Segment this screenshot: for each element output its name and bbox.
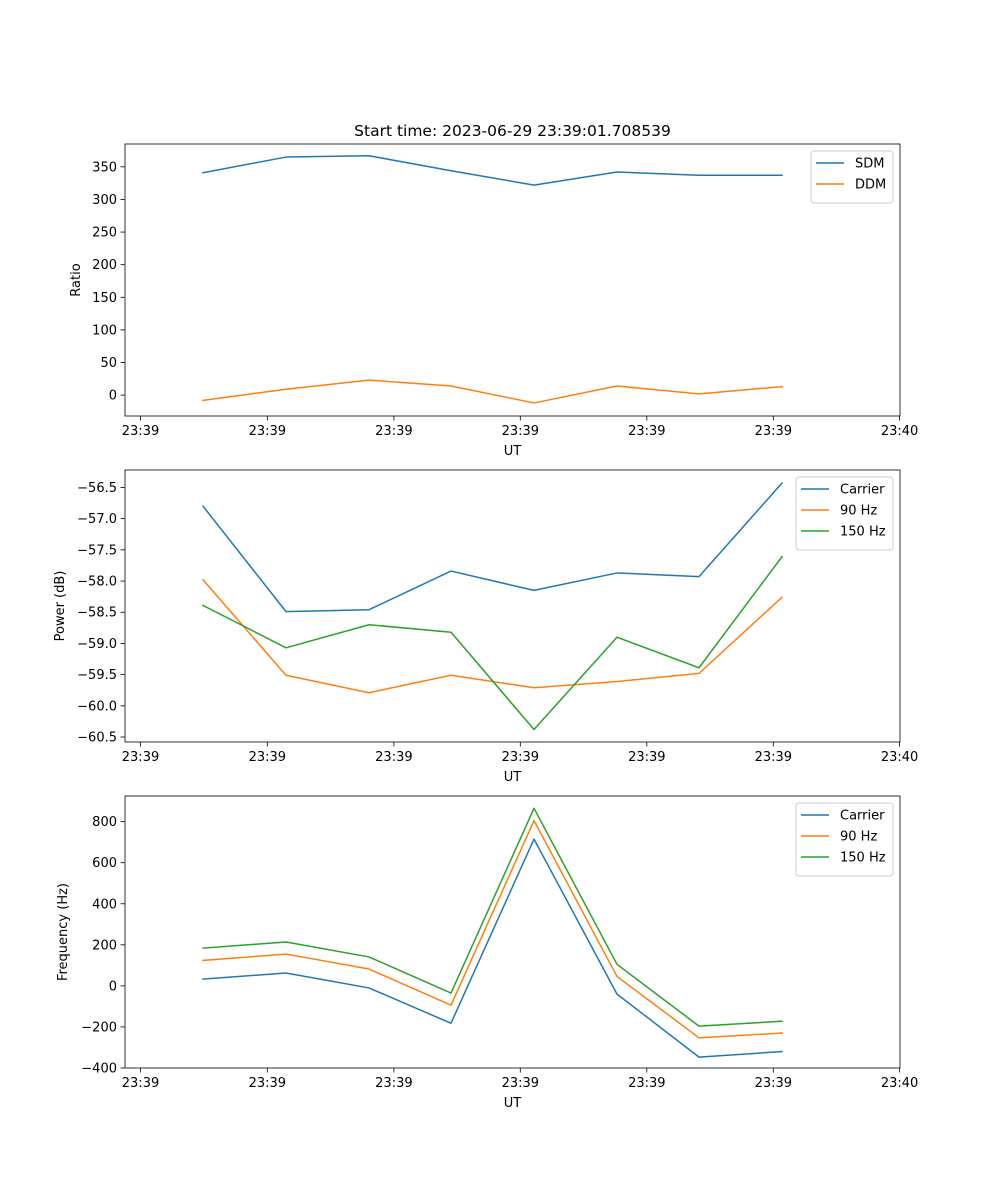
legend-label: SDM bbox=[855, 157, 884, 172]
x-tick-label: 23:39 bbox=[628, 424, 665, 439]
x-tick-label: 23:39 bbox=[375, 750, 412, 765]
y-tick-label: −60.5 bbox=[77, 731, 117, 746]
legend-label: DDM bbox=[855, 178, 886, 193]
axes-frame bbox=[124, 795, 901, 1069]
legend-label: Carrier bbox=[840, 809, 885, 824]
axes-frame bbox=[124, 143, 901, 417]
x-tick-label: 23:39 bbox=[502, 424, 539, 439]
y-tick-label: 400 bbox=[92, 897, 117, 912]
x-tick-label: 23:40 bbox=[881, 750, 918, 765]
x-tick-label: 23:39 bbox=[375, 1076, 412, 1091]
y-tick-label: 0 bbox=[109, 979, 117, 994]
x-tick-label: 23:39 bbox=[502, 1076, 539, 1091]
x-tick-label: 23:39 bbox=[755, 424, 792, 439]
series-line-carrier bbox=[201, 482, 784, 613]
y-tick-label: −59.5 bbox=[77, 668, 117, 683]
x-tick-label: 23:39 bbox=[122, 750, 159, 765]
y-tick-label: −60.0 bbox=[77, 699, 117, 714]
x-tick-label: 23:39 bbox=[122, 424, 159, 439]
y-tick-label: 100 bbox=[92, 323, 117, 338]
subplot-2: 23:39 23:39 23:39 23:39 23:39 23:39 23:40 −60.5… bbox=[53, 469, 918, 785]
x-axis-label: UT bbox=[504, 444, 522, 459]
y-tick-label: −58.5 bbox=[77, 606, 117, 621]
series-line-150-hz bbox=[202, 807, 783, 1027]
y-tick-label: −56.5 bbox=[77, 481, 117, 496]
series-line-ddm bbox=[202, 379, 783, 404]
y-tick-label: −58.0 bbox=[77, 575, 117, 590]
legend-box bbox=[810, 150, 894, 204]
legend: Carrier 90 Hz 150 Hz bbox=[795, 802, 894, 877]
y-tick-label: 200 bbox=[92, 938, 117, 953]
legend-label: 90 Hz bbox=[840, 830, 877, 845]
series-line-90-hz bbox=[202, 819, 783, 1039]
y-tick-label: 250 bbox=[92, 226, 117, 241]
y-tick-label: 200 bbox=[92, 258, 117, 273]
legend: SDM DDM bbox=[810, 150, 894, 204]
legend-label: Carrier bbox=[840, 483, 885, 498]
x-tick-label: 23:39 bbox=[122, 1076, 159, 1091]
y-axis-label: Ratio bbox=[69, 263, 84, 296]
x-axis-label: UT bbox=[504, 770, 522, 785]
y-axis-label: Power (dB) bbox=[53, 571, 68, 642]
x-tick-label: 23:39 bbox=[249, 1076, 286, 1091]
subplot-3: 23:39 23:39 23:39 23:39 23:39 23:39 23:40 −400 −… bbox=[56, 795, 918, 1111]
y-tick-label: 600 bbox=[92, 856, 117, 871]
y-tick-label: −59.0 bbox=[77, 637, 117, 652]
legend-label: 150 Hz bbox=[840, 851, 886, 866]
x-tick-label: 23:39 bbox=[502, 750, 539, 765]
x-tick-label: 23:39 bbox=[755, 750, 792, 765]
legend: Carrier 90 Hz 150 Hz bbox=[795, 476, 894, 551]
subplot-1: 23:39 23:39 23:39 23:39 23:39 23:39 23:40 0 50 10… bbox=[69, 143, 918, 459]
y-tick-label: −57.0 bbox=[77, 512, 117, 527]
y-tick-label: −200 bbox=[81, 1020, 117, 1035]
y-tick-label: 50 bbox=[100, 356, 117, 371]
legend-label: 150 Hz bbox=[840, 525, 886, 540]
series-line-90-hz bbox=[201, 578, 784, 694]
legend-label: 90 Hz bbox=[840, 504, 877, 519]
y-tick-label: 350 bbox=[92, 160, 117, 175]
series-line-150-hz bbox=[201, 555, 784, 731]
x-tick-label: 23:40 bbox=[881, 1076, 918, 1091]
x-tick-label: 23:39 bbox=[375, 424, 412, 439]
y-tick-label: −400 bbox=[81, 1062, 117, 1077]
x-tick-label: 23:39 bbox=[628, 1076, 665, 1091]
x-tick-label: 23:39 bbox=[249, 424, 286, 439]
x-axis-label: UT bbox=[504, 1096, 522, 1111]
y-axis-label: Frequency (Hz) bbox=[56, 883, 71, 981]
x-tick-label: 23:40 bbox=[881, 424, 918, 439]
x-tick-label: 23:39 bbox=[755, 1076, 792, 1091]
y-tick-label: 150 bbox=[92, 291, 117, 306]
series-line-sdm bbox=[202, 154, 783, 186]
y-tick-label: 800 bbox=[92, 815, 117, 830]
y-tick-label: 0 bbox=[109, 389, 117, 404]
x-tick-label: 23:39 bbox=[628, 750, 665, 765]
series-line-carrier bbox=[202, 838, 783, 1058]
x-tick-label: 23:39 bbox=[249, 750, 286, 765]
y-tick-label: 300 bbox=[92, 193, 117, 208]
chart-title: Start time: 2023-06-29 23:39:01.708539 bbox=[354, 122, 671, 140]
y-tick-label: −57.5 bbox=[77, 543, 117, 558]
axes-frame bbox=[124, 469, 901, 743]
